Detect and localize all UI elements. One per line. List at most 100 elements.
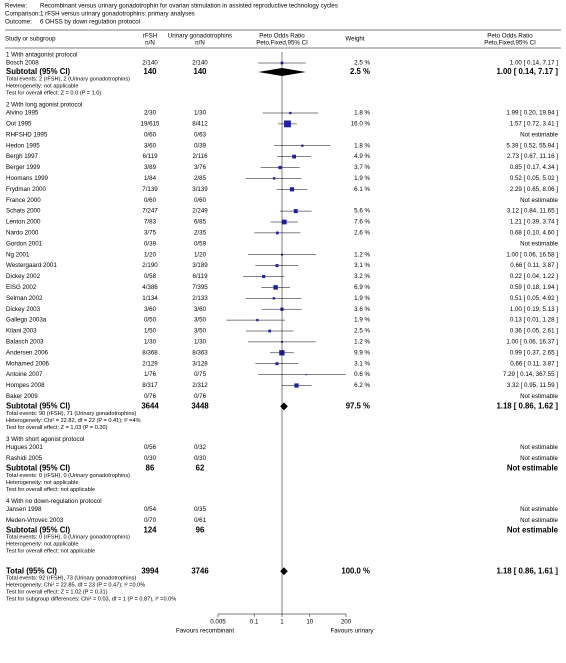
ugn-value: 3448 xyxy=(191,401,209,410)
ugn-value: 2/312 xyxy=(192,382,208,389)
weight: 7.6 % xyxy=(354,219,370,226)
study-name: Bosch 2008 xyxy=(6,60,39,67)
col-header: Peto,Fixed,95% CI xyxy=(484,40,536,47)
col-header: n/N xyxy=(195,40,205,47)
note: Test for overall effect: Z = 1.03 (P = 0… xyxy=(6,425,108,431)
ugn-value: 140 xyxy=(193,67,207,76)
rfsh-value: 0/60 xyxy=(144,131,157,138)
rfsh-value: 0/58 xyxy=(144,273,157,280)
ugn-value: 1/30 xyxy=(194,110,207,117)
ugn-value: 0/35 xyxy=(194,506,207,513)
square xyxy=(293,209,298,214)
x-tick-label: 0.005 xyxy=(210,619,226,626)
study-name: Meden-Vrtovec 2003 xyxy=(6,517,64,524)
study-name: Alvino 1995 xyxy=(6,110,39,117)
weight: 1.8 % xyxy=(354,142,370,149)
ugn-value: 3/139 xyxy=(192,186,208,193)
ugn-value: 2/140 xyxy=(192,60,208,67)
ugn-value: 3/60 xyxy=(194,306,207,313)
effect: 1.57 [ 0.72, 3.41 ] xyxy=(510,121,558,128)
rfsh-value: 8/317 xyxy=(142,382,158,389)
header-label: Comparison: xyxy=(5,11,40,18)
group-title: 2 With long agonist protocol xyxy=(6,102,82,109)
ugn-value: 3746 xyxy=(191,566,209,575)
ugn-value: 2/116 xyxy=(192,153,208,160)
col-header: rFSH xyxy=(143,33,157,40)
weight: 4.9 % xyxy=(354,153,370,160)
rfsh-value: 3994 xyxy=(141,566,159,575)
note: Total events: 0 (rFSH), 0 (Urinary gonad… xyxy=(6,535,130,541)
effect: 1.99 [ 0.20, 19.94 ] xyxy=(506,110,558,117)
weight: 3.1 % xyxy=(354,262,370,269)
effect: 3.32 [ 0.95, 11.59 ] xyxy=(507,382,558,389)
weight: 2.5 % xyxy=(354,328,370,335)
rfsh-value: 1/30 xyxy=(144,339,157,346)
note: Test for subgroup differences: Chi² = 0.… xyxy=(6,597,176,603)
rfsh-value: 86 xyxy=(146,463,155,472)
rfsh-value: 0/60 xyxy=(144,197,157,204)
square xyxy=(278,165,282,170)
effect: 1.00 [ 0.14, 7.17 ] xyxy=(496,67,558,76)
weight: 1.2 % xyxy=(354,339,370,346)
study-name: Bergh 1997 xyxy=(6,153,39,160)
weight: 1.8 % xyxy=(354,110,370,117)
effect: 1.21 [ 0.39, 3.74 ] xyxy=(510,219,558,226)
ugn-value: 0/32 xyxy=(194,444,207,451)
rfsh-value: 2/190 xyxy=(142,262,158,269)
subtotal-label: Total (95% CI) xyxy=(6,566,57,575)
square xyxy=(272,297,276,300)
rfsh-value: 1/50 xyxy=(144,328,157,335)
effect: 0.66 [ 0.11, 3.87 ] xyxy=(510,360,558,367)
study-name: Baker 2009 xyxy=(6,393,38,400)
effect: Not estimable xyxy=(520,506,558,513)
ugn-value: 1/20 xyxy=(194,251,207,258)
ugn-value: 3/128 xyxy=(192,360,208,367)
weight: 3.6 % xyxy=(354,306,370,313)
note: Heterogeneity: not applicable xyxy=(6,83,78,89)
effect: 0.99 [ 0.37, 2.65 ] xyxy=(510,349,558,356)
x-tick-label: 10 xyxy=(306,619,313,626)
ugn-value: 8/412 xyxy=(192,121,208,128)
study-name: Frydman 2000 xyxy=(6,186,46,193)
effect: 1.00 [ 0.19, 5.13 ] xyxy=(510,306,558,313)
weight: 1.9 % xyxy=(354,295,370,302)
subtotal-label: Subtotal (95% CI) xyxy=(6,67,71,76)
effect: 0.52 [ 0.05, 5.02 ] xyxy=(510,175,558,182)
square xyxy=(275,264,279,268)
effect: 3.12 [ 0.84, 11.65 ] xyxy=(507,208,558,215)
group-title: 3 With short agonist protocol xyxy=(6,436,84,443)
rfsh-value: 3/75 xyxy=(144,230,157,237)
col-header: Peto Odds Ratio xyxy=(259,33,305,40)
study-name: Balasch 2003 xyxy=(6,339,44,346)
ugn-value: 2/35 xyxy=(194,230,207,237)
rfsh-value: 3/60 xyxy=(144,142,157,149)
study-name: Antoine 2007 xyxy=(6,371,43,378)
rfsh-value: 6/119 xyxy=(142,153,158,160)
ugn-value: 0/75 xyxy=(194,371,207,378)
rfsh-value: 1/84 xyxy=(144,175,157,182)
rfsh-value: 0/39 xyxy=(144,240,157,247)
study-name: Jansen 1998 xyxy=(6,506,42,513)
ugn-value: 0/59 xyxy=(194,240,207,247)
effect: Not estimable xyxy=(520,444,558,451)
study-name: Gordon 2001 xyxy=(6,240,43,247)
square xyxy=(268,329,272,333)
rfsh-value: 7/247 xyxy=(142,208,158,215)
square xyxy=(301,144,304,147)
rfsh-value: 0/56 xyxy=(144,444,157,451)
note: Heterogeneity: not applicable xyxy=(6,542,78,548)
study-name: RHFSHD 1995 xyxy=(6,131,48,138)
note: Heterogeneity: not applicable xyxy=(6,480,78,486)
x-tick-label: 200 xyxy=(341,619,352,626)
note: Total events: 2 (rFSH), 2 (Urinary gonad… xyxy=(6,76,130,82)
rfsh-value: 0/76 xyxy=(144,393,157,400)
ugn-value: 1/30 xyxy=(194,339,207,346)
study-name: France 2000 xyxy=(6,197,41,204)
effect: 2.29 [ 0.65, 8.06 ] xyxy=(510,186,558,193)
study-name: Nardo 2000 xyxy=(6,230,39,237)
note: Test for overall effect: Z = 0.0 (P = 1.… xyxy=(6,90,101,96)
effect: 7.29 [ 0.14, 367.55 ] xyxy=(503,371,558,378)
col-header: n/N xyxy=(145,40,155,47)
header-text: Recombinant versus urinary gonadotrophin… xyxy=(40,3,338,10)
